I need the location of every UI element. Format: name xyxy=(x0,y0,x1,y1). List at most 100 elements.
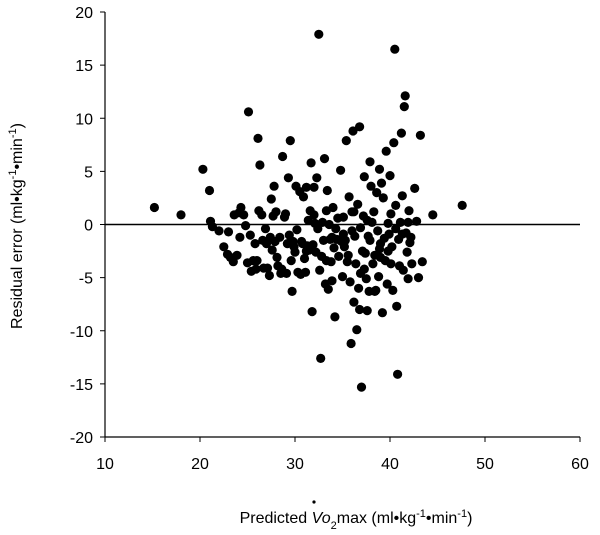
vdot-accent xyxy=(312,500,316,504)
data-point xyxy=(316,353,326,363)
data-point xyxy=(176,210,186,220)
data-point xyxy=(292,225,302,235)
data-point xyxy=(327,232,337,242)
data-point xyxy=(342,257,352,267)
data-point xyxy=(362,306,372,316)
data-point xyxy=(258,235,268,245)
data-point xyxy=(359,264,369,274)
data-point xyxy=(287,286,297,296)
data-point xyxy=(336,165,346,175)
data-point xyxy=(345,277,355,287)
data-point xyxy=(307,307,317,317)
data-point xyxy=(404,206,414,216)
data-point xyxy=(428,210,438,220)
data-point xyxy=(250,239,260,249)
data-point xyxy=(280,209,291,219)
data-point xyxy=(223,227,234,237)
data-point xyxy=(271,207,281,217)
data-point xyxy=(365,157,375,167)
data-point xyxy=(374,244,385,254)
data-point xyxy=(259,263,269,273)
data-point xyxy=(361,274,371,284)
data-point xyxy=(277,264,287,274)
data-point xyxy=(359,172,369,182)
data-point xyxy=(251,264,261,274)
data-point xyxy=(255,160,265,170)
data-point xyxy=(365,235,375,245)
data-point xyxy=(384,229,394,239)
y-tick-label: 20 xyxy=(75,5,93,22)
data-point xyxy=(327,276,337,286)
data-point xyxy=(403,217,413,227)
y-tick-label: -20 xyxy=(70,430,93,447)
data-point xyxy=(385,171,395,181)
x-tick-label: 20 xyxy=(191,456,209,473)
data-point xyxy=(390,44,400,54)
data-point xyxy=(407,259,417,269)
data-point xyxy=(309,210,319,220)
data-point xyxy=(344,192,354,202)
data-point xyxy=(393,369,403,379)
data-point xyxy=(319,154,330,164)
data-point xyxy=(399,102,409,112)
data-point xyxy=(269,181,279,191)
data-point xyxy=(245,230,255,240)
data-point xyxy=(383,218,393,228)
data-point xyxy=(322,185,332,196)
data-point xyxy=(355,304,365,315)
data-point xyxy=(260,224,271,234)
data-point xyxy=(392,301,402,311)
data-point xyxy=(323,284,333,294)
plot-points xyxy=(149,29,467,392)
data-point xyxy=(298,192,309,202)
data-point xyxy=(235,232,245,242)
data-point xyxy=(413,273,424,283)
data-point xyxy=(412,216,422,226)
data-point xyxy=(341,136,351,146)
data-point xyxy=(389,138,399,148)
data-point xyxy=(299,253,310,264)
data-point xyxy=(386,209,396,219)
data-point xyxy=(351,259,361,269)
data-point xyxy=(306,158,316,168)
data-point xyxy=(340,235,350,245)
data-point xyxy=(278,151,288,162)
data-point xyxy=(378,193,388,203)
data-point xyxy=(321,256,331,266)
data-point xyxy=(241,221,251,231)
data-point xyxy=(391,224,401,234)
data-point xyxy=(374,164,385,174)
data-point xyxy=(391,200,401,210)
data-point xyxy=(298,239,308,249)
x-tick-label: 30 xyxy=(286,456,304,473)
data-point xyxy=(348,126,358,136)
data-point xyxy=(417,257,427,267)
data-point xyxy=(388,285,398,295)
x-tick-label: 60 xyxy=(571,456,589,473)
data-point xyxy=(376,178,387,188)
data-point xyxy=(346,338,356,349)
data-point xyxy=(239,210,249,220)
data-point xyxy=(402,247,412,257)
data-point xyxy=(338,212,348,222)
data-point xyxy=(375,252,386,262)
data-point xyxy=(330,312,340,322)
data-point xyxy=(374,272,384,282)
data-point xyxy=(312,173,322,183)
data-point xyxy=(313,224,323,234)
data-point xyxy=(347,207,357,217)
data-point xyxy=(396,128,406,138)
data-point xyxy=(219,242,229,252)
data-point xyxy=(285,136,295,146)
data-point xyxy=(457,200,467,210)
data-point xyxy=(337,272,348,282)
x-axis-title: Predicted Vo2max (ml•kg-1•min-1) xyxy=(240,508,473,532)
data-point xyxy=(369,207,379,217)
data-point xyxy=(296,269,306,279)
data-point xyxy=(253,133,263,143)
data-point xyxy=(204,185,215,196)
data-point xyxy=(301,182,311,192)
data-point xyxy=(381,146,391,156)
data-point xyxy=(370,286,380,296)
